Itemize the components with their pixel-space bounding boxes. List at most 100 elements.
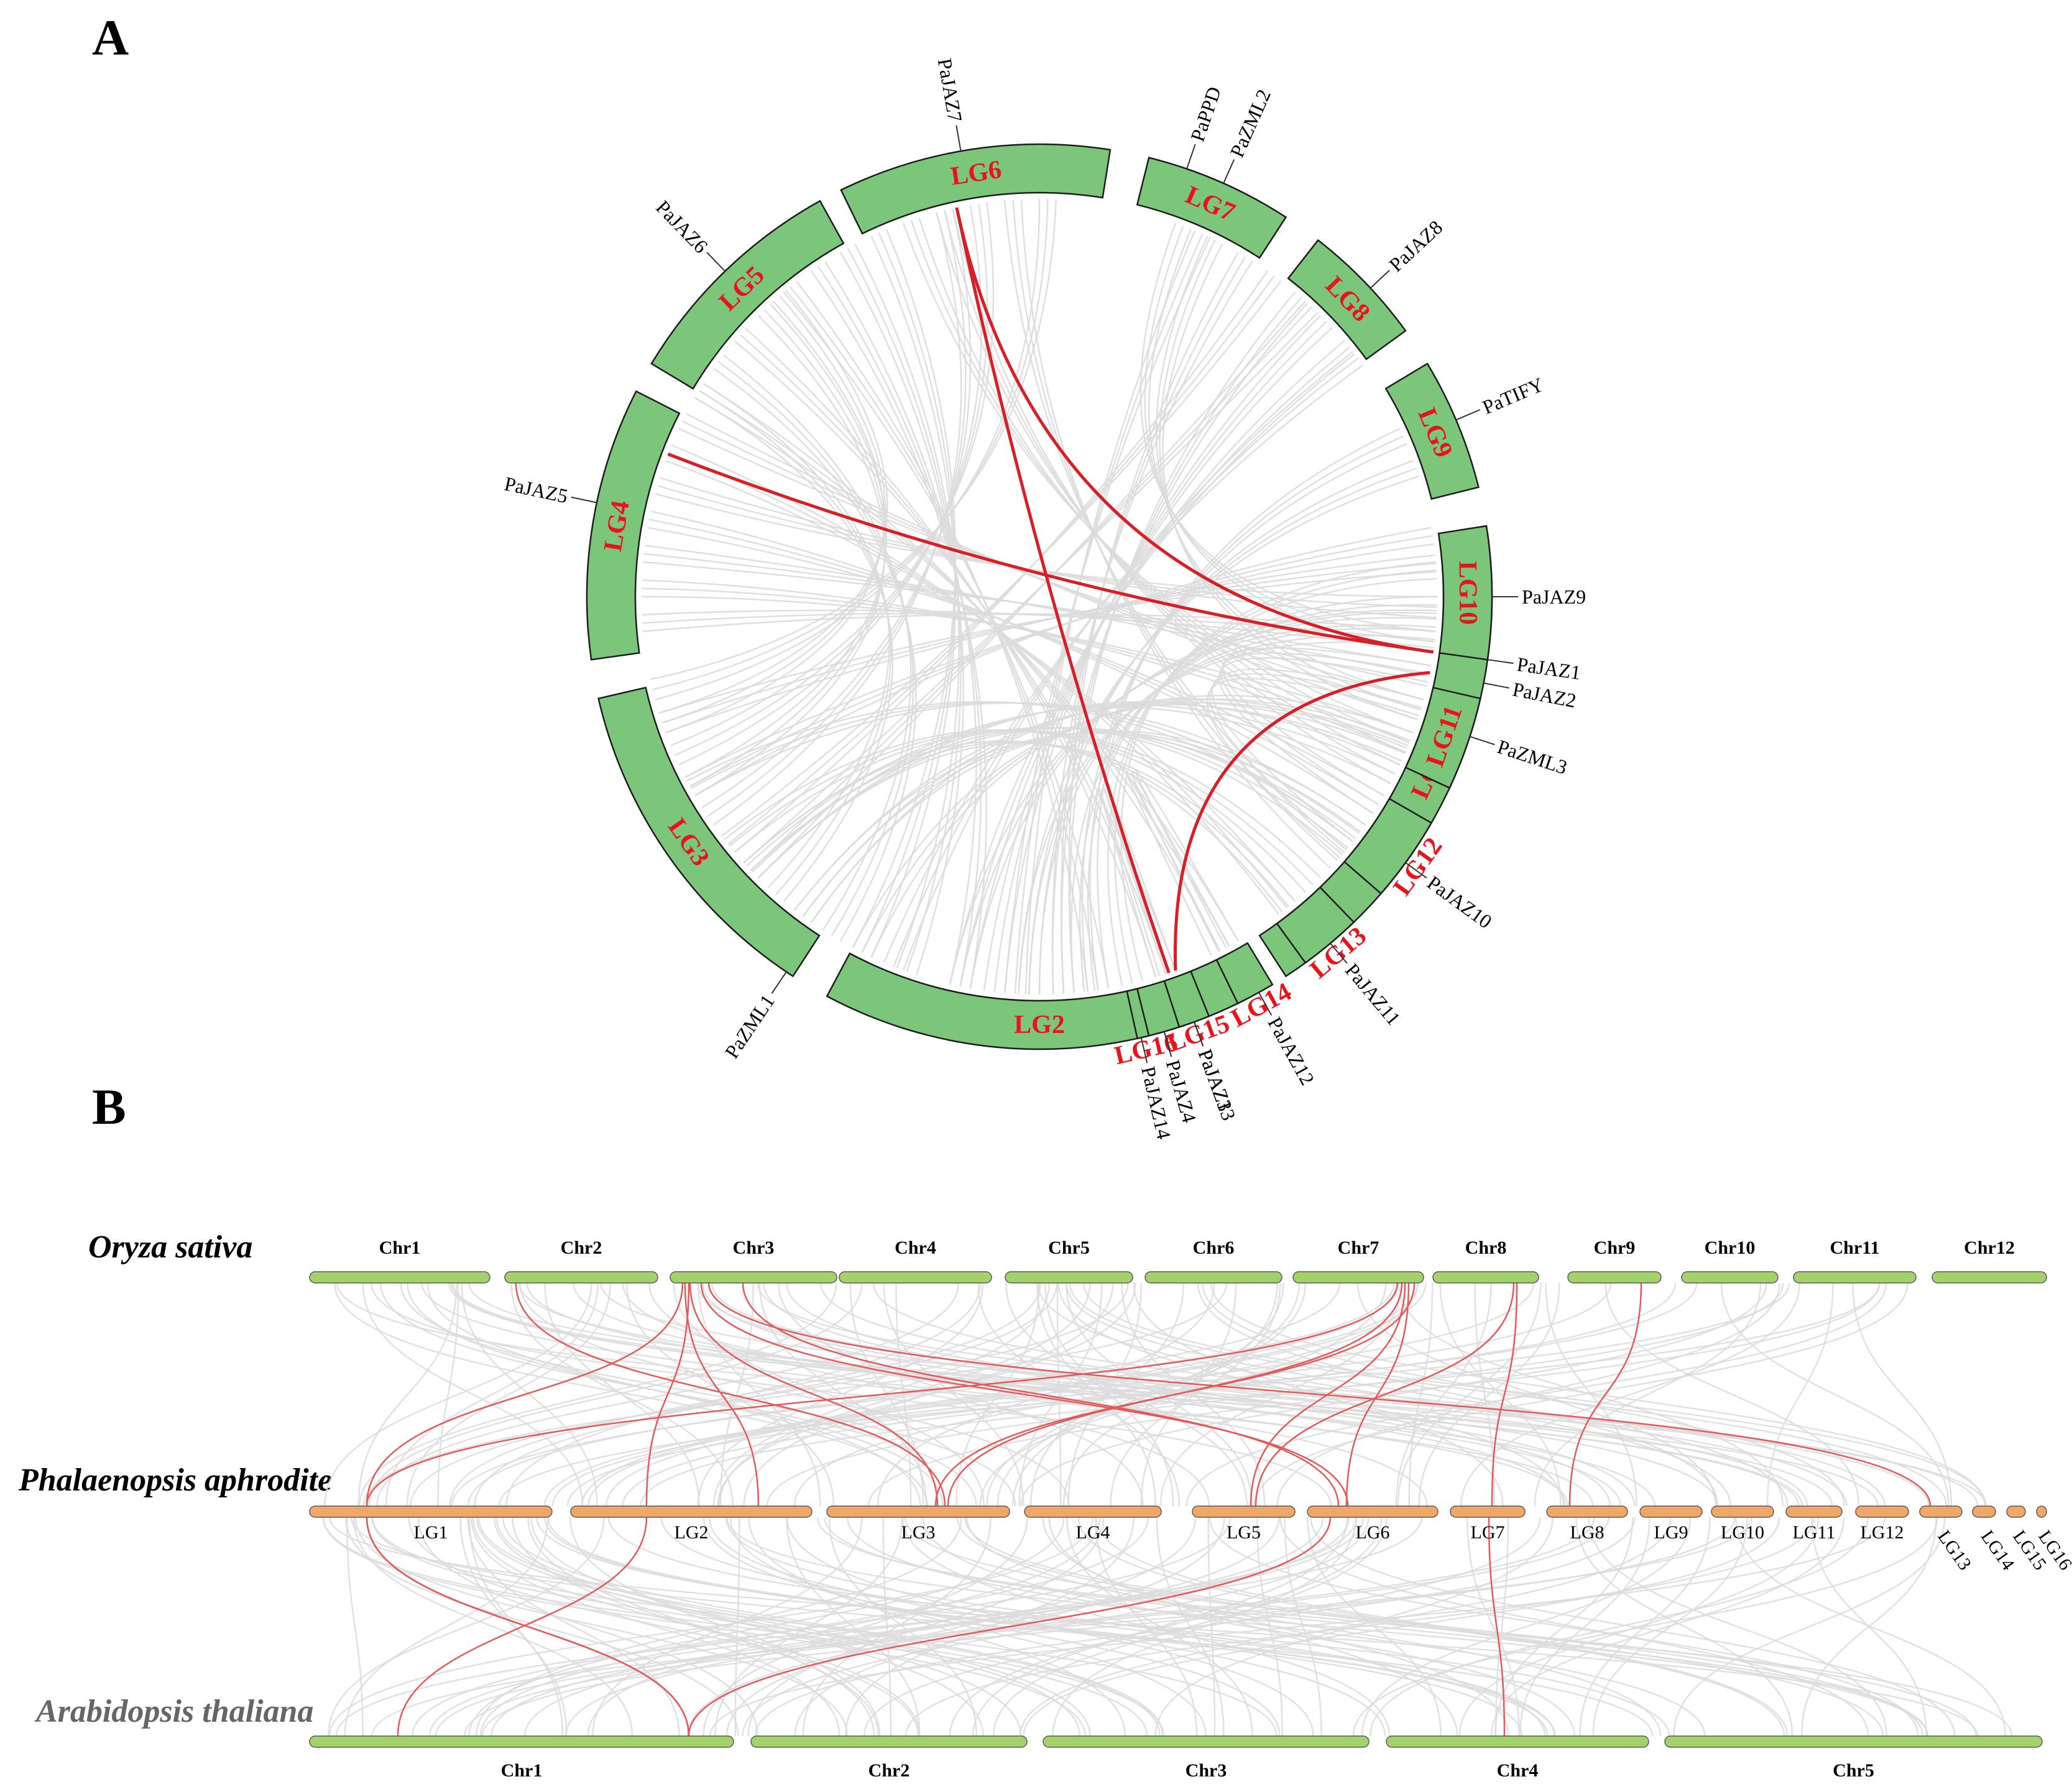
background-link xyxy=(502,1517,1164,1737)
background-link xyxy=(1207,1517,1216,1737)
background-link xyxy=(852,702,1408,949)
background-link xyxy=(730,1517,1207,1737)
background-link xyxy=(754,1517,1636,1737)
background-link xyxy=(437,1282,459,1507)
phalaenopsis-bar-lg14 xyxy=(1972,1505,1996,1518)
background-link xyxy=(684,303,887,778)
arabidopsis-bar-chr2 xyxy=(750,1735,1028,1748)
background-link xyxy=(372,1517,1278,1737)
background-link xyxy=(452,1282,1879,1507)
syntenic-pair-link xyxy=(684,1282,760,1507)
circos-gene-labels: PaJAZ1PaJAZ2PaJAZ3PaJAZ4PaZML1PaJAZ5PaJA… xyxy=(502,57,1586,1141)
gene-label-patify: PaTIFY xyxy=(1479,373,1547,418)
background-link xyxy=(949,353,1355,985)
syntenic-pair-link xyxy=(1491,1282,1518,1507)
syntenic-pair-link xyxy=(515,1282,946,1507)
segment-lg15 xyxy=(1163,970,1210,1028)
phalaenopsis-bar-lg8 xyxy=(1546,1505,1628,1518)
gene-label-pazml2: PaZML2 xyxy=(1225,86,1275,160)
oryza-bar-chr3 xyxy=(670,1271,837,1284)
circos-plot: LG1LG2LG3LG4LG5LG6LG7LG8LG9LG10LG11LG12L… xyxy=(502,57,1586,1141)
background-link xyxy=(1254,1282,1909,1507)
gene-tick xyxy=(1258,992,1273,1016)
background-link xyxy=(323,1517,1148,1737)
oryza-bar-chr12 xyxy=(1932,1271,2047,1284)
species-oryza-label: Oryza sativa xyxy=(88,1229,252,1265)
background-link xyxy=(1071,612,1437,993)
oryza-label-chr10: Chr10 xyxy=(1705,1238,1756,1258)
phalaenopsis-bar-lg1 xyxy=(309,1505,553,1518)
oryza-label-chr6: Chr6 xyxy=(1193,1238,1235,1258)
background-link xyxy=(1056,1282,1062,1507)
gene-tick xyxy=(1455,409,1481,421)
oryza-label-chr12: Chr12 xyxy=(1964,1238,2015,1258)
phalaenopsis-bar-lg2 xyxy=(570,1505,813,1518)
background-link xyxy=(344,1517,549,1737)
syntenic-pair-link xyxy=(689,1282,939,1507)
segment-lg5 xyxy=(650,200,845,390)
oryza-label-chr2: Chr2 xyxy=(561,1238,602,1258)
phalaenopsis-label-lg2: LG2 xyxy=(675,1522,709,1543)
gene-tick xyxy=(1140,1037,1148,1063)
background-link xyxy=(883,364,1364,963)
duplication-link-pajaz5-pajaz1 xyxy=(667,452,1434,654)
background-link xyxy=(742,1517,1370,1737)
gene-tick xyxy=(1194,1021,1204,1047)
background-link xyxy=(709,1517,1886,1737)
background-link xyxy=(324,1282,592,1507)
arabidopsis-bar-chr1 xyxy=(309,1735,734,1748)
background-link xyxy=(354,1517,848,1737)
segment-label-lg2: LG2 xyxy=(1014,1011,1065,1039)
oryza-bar-chr5 xyxy=(1005,1271,1133,1284)
phalaenopsis-label-lg4: LG4 xyxy=(1076,1522,1110,1543)
background-link xyxy=(357,1282,458,1507)
phalaenopsis-bar-lg12 xyxy=(1855,1505,1909,1518)
background-link xyxy=(819,1282,1848,1507)
species-phalaenopsis-label: Phalaenopsis aphrodite xyxy=(18,1463,332,1498)
background-link xyxy=(684,543,1434,778)
background-link xyxy=(748,1517,1126,1737)
arabidopsis-label-chr1: Chr1 xyxy=(501,1760,543,1781)
background-link xyxy=(702,1517,1281,1737)
background-link xyxy=(905,1517,1815,1737)
background-link xyxy=(1052,302,1309,995)
phalaenopsis-bar-lg6 xyxy=(1307,1505,1439,1518)
background-link xyxy=(650,510,1374,814)
phalaenopsis-label-lg5: LG5 xyxy=(1227,1522,1261,1543)
oryza-label-chr7: Chr7 xyxy=(1338,1238,1379,1258)
background-link xyxy=(371,1517,1753,1737)
background-link xyxy=(711,1282,1808,1507)
background-link xyxy=(1284,1517,1322,1737)
background-link xyxy=(1673,1517,1946,1737)
gene-label-pajaz9: PaJAZ9 xyxy=(1522,586,1586,608)
background-link xyxy=(322,1517,1086,1737)
background-link xyxy=(743,1282,1114,1507)
phalaenopsis-bar-lg15 xyxy=(2006,1505,2026,1518)
background-link xyxy=(1310,1517,1956,1737)
oryza-label-chr4: Chr4 xyxy=(895,1238,936,1258)
oryza-bar-chr2 xyxy=(504,1271,658,1284)
background-link xyxy=(1458,1517,1820,1737)
background-link xyxy=(1395,1282,1492,1507)
background-link xyxy=(877,1282,1215,1507)
background-link xyxy=(551,1282,1612,1507)
synteny-plot: Chr1 Chr2 Chr3 Chr4 Chr5 Chr6 Chr7 Chr8 Chr9 Chr1… xyxy=(309,1238,2072,1781)
background-link xyxy=(977,1282,1181,1507)
circos-duplication-links xyxy=(667,207,1434,973)
background-link xyxy=(1020,1282,1767,1507)
synteny-chromosome-bars xyxy=(309,1271,2047,1748)
background-link xyxy=(418,1517,758,1737)
background-link xyxy=(467,1517,680,1737)
gene-tick xyxy=(1405,862,1427,879)
background-link xyxy=(802,1517,992,1737)
oryza-bar-chr10 xyxy=(1681,1271,1779,1284)
phalaenopsis-label-lg12: LG12 xyxy=(1861,1522,1904,1543)
gene-tick xyxy=(571,496,597,503)
background-link xyxy=(1202,1282,1845,1507)
panel-a-label: A xyxy=(92,9,129,66)
background-link xyxy=(495,1517,1091,1737)
segment-lg16 xyxy=(1126,988,1150,1040)
gene-label-pajaz7: PaJAZ7 xyxy=(934,57,967,124)
syntenic-pair-link xyxy=(700,1282,1349,1507)
